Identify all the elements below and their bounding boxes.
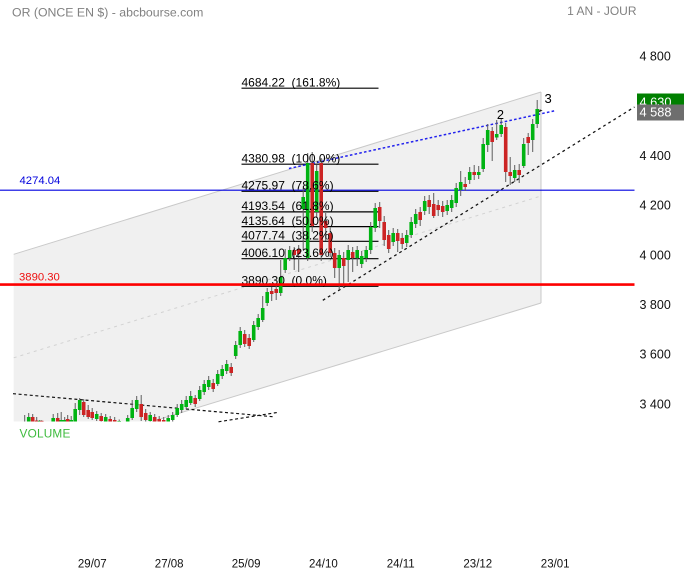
svg-text:27/08: 27/08 <box>155 559 184 571</box>
svg-text:4135.64 (50.0%): 4135.64 (50.0%) <box>242 214 334 228</box>
svg-text:24/11: 24/11 <box>387 559 415 571</box>
svg-text:25/09: 25/09 <box>232 559 261 571</box>
svg-text:4 588: 4 588 <box>640 105 672 120</box>
svg-text:29/07: 29/07 <box>78 559 107 571</box>
svg-text:24/10: 24/10 <box>309 559 338 571</box>
svg-text:4 000: 4 000 <box>640 248 671 262</box>
svg-text:2: 2 <box>497 107 504 122</box>
svg-text:3890.30: 3890.30 <box>19 271 60 283</box>
svg-text:3 800: 3 800 <box>640 298 671 312</box>
svg-text:4 400: 4 400 <box>640 149 671 163</box>
svg-text:4275.97 (78.6%): 4275.97 (78.6%) <box>242 179 334 193</box>
svg-text:4274.04: 4274.04 <box>20 175 61 187</box>
svg-text:4077.74 (38.2%): 4077.74 (38.2%) <box>242 229 334 243</box>
svg-text:4 630: 4 630 <box>640 95 672 110</box>
svg-text:3 600: 3 600 <box>640 348 671 362</box>
svg-text:3: 3 <box>544 91 551 106</box>
svg-text:VOLUME: VOLUME <box>20 427 71 441</box>
svg-text:4 200: 4 200 <box>640 199 671 213</box>
svg-text:4 800: 4 800 <box>640 49 671 63</box>
svg-text:3 400: 3 400 <box>640 397 671 411</box>
svg-text:23/12: 23/12 <box>463 559 492 571</box>
svg-text:4684.22 (161.8%): 4684.22 (161.8%) <box>242 75 341 89</box>
svg-text:23/01: 23/01 <box>541 559 570 571</box>
svg-text:4380.98 (100.0%): 4380.98 (100.0%) <box>242 151 341 165</box>
svg-text:1 AN - JOUR: 1 AN - JOUR <box>567 4 637 18</box>
svg-text:4006.10 (23.6%): 4006.10 (23.6%) <box>242 246 334 260</box>
svg-text:OR (ONCE EN $) - abcbourse.com: OR (ONCE EN $) - abcbourse.com <box>12 6 203 20</box>
svg-text:4193.54 (61.8%): 4193.54 (61.8%) <box>242 199 334 213</box>
